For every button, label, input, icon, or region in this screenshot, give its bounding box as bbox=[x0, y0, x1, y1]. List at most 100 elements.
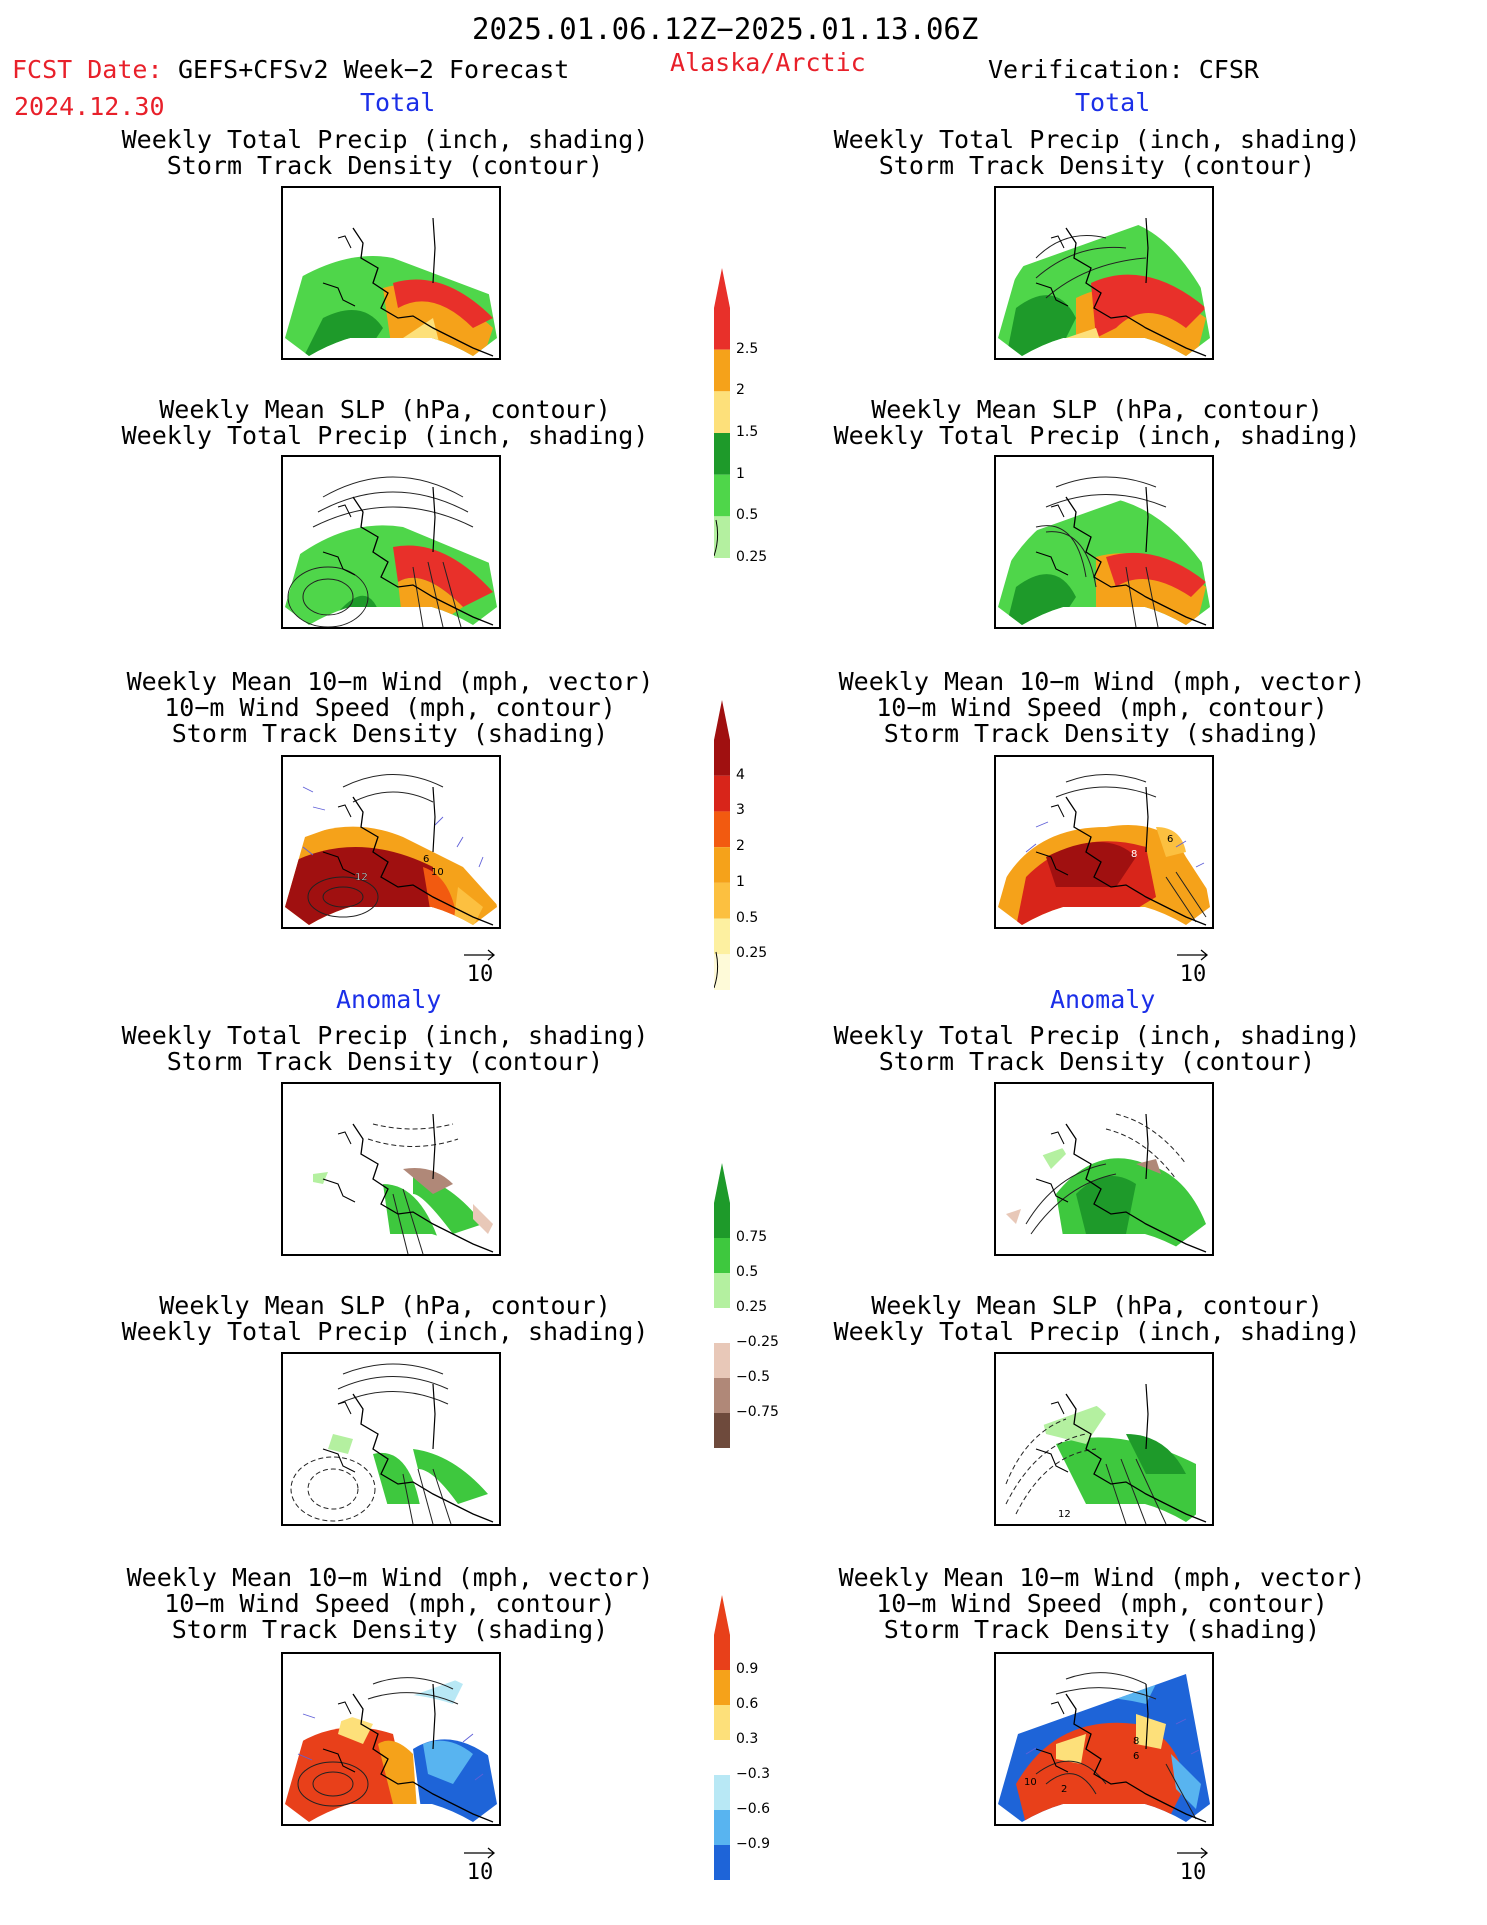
title-line-2: Storm Track Density (contour) bbox=[878, 1047, 1316, 1076]
colorbar-tick-label: 2 bbox=[736, 382, 745, 399]
title-line-2: 10−m Wind Speed (mph, contour) bbox=[876, 1589, 1328, 1618]
verification-label: Verification: CFSR bbox=[988, 55, 1259, 84]
colorbar-segment bbox=[714, 1378, 730, 1413]
colorbar-segment bbox=[714, 847, 730, 883]
colorbar-segment bbox=[714, 1343, 730, 1378]
fcst-label: FCST Date: bbox=[12, 55, 163, 84]
title-verif-wind-total: Weekly Mean 10−m Wind (mph, vector) 10−m… bbox=[839, 669, 1366, 747]
map-fcst-slp-total bbox=[281, 455, 501, 629]
vector-ref-label: 10 bbox=[466, 1860, 494, 1885]
title-line-3: Storm Track Density (shading) bbox=[171, 719, 609, 748]
title-verif-wind-anom: Weekly Mean 10−m Wind (mph, vector) 10−m… bbox=[839, 1565, 1366, 1643]
colorbar-segment bbox=[714, 1238, 730, 1273]
colorbar-tick-label: 0.5 bbox=[736, 507, 759, 524]
forecast-name: GEFS+CFSv2 Week−2 Forecast bbox=[178, 55, 570, 84]
title-line-2: 10−m Wind Speed (mph, contour) bbox=[164, 693, 616, 722]
title-fcst-slp-total: Weekly Mean SLP (hPa, contour) Weekly To… bbox=[122, 397, 649, 449]
contour-label: 10 bbox=[431, 867, 444, 878]
colorbar-segment bbox=[714, 1163, 730, 1238]
title-fcst-precip-anom: Weekly Total Precip (inch, shading) Stor… bbox=[122, 1023, 649, 1075]
title-verif-slp-total: Weekly Mean SLP (hPa, contour) Weekly To… bbox=[834, 397, 1361, 449]
section-total-left: Total bbox=[360, 88, 436, 117]
title-line-1: Weekly Mean SLP (hPa, contour) bbox=[871, 1291, 1323, 1320]
map-fcst-precip-anom bbox=[281, 1082, 501, 1256]
colorbar-tick-label: 3 bbox=[736, 802, 745, 819]
colorbar-segment bbox=[714, 268, 730, 350]
title-line-3: Storm Track Density (shading) bbox=[883, 719, 1321, 748]
vector-ref-verif-total: 10 bbox=[1173, 948, 1213, 987]
title-line-2: Weekly Total Precip (inch, shading) bbox=[833, 421, 1361, 450]
colorbar-segment bbox=[714, 516, 730, 558]
title-verif-precip-total: Weekly Total Precip (inch, shading) Stor… bbox=[834, 127, 1361, 179]
map-verif-slp-anom: 12 bbox=[994, 1352, 1214, 1526]
colorbar-storm-total: 4 3 2 1 0.5 0.25 bbox=[714, 700, 794, 990]
title-line-1: Weekly Mean 10−m Wind (mph, vector) bbox=[126, 667, 654, 696]
title-line-2: Storm Track Density (contour) bbox=[166, 151, 604, 180]
arrow-icon bbox=[1177, 949, 1209, 961]
colorbar-segment bbox=[714, 391, 730, 433]
contour-label: 12 bbox=[355, 872, 368, 883]
map-verif-precip-anom bbox=[994, 1082, 1214, 1256]
colorbar-tick-label: −0.9 bbox=[736, 1836, 770, 1852]
section-anomaly-right: Anomaly bbox=[1050, 985, 1156, 1014]
arrow-icon bbox=[464, 1847, 496, 1859]
colorbar-tick-label: −0.6 bbox=[736, 1801, 770, 1817]
title-line-1: Weekly Mean SLP (hPa, contour) bbox=[871, 395, 1323, 424]
colorbar-tail bbox=[714, 519, 719, 557]
title-line-1: Weekly Total Precip (inch, shading) bbox=[121, 1021, 649, 1050]
vector-ref-fcst-total: 10 bbox=[460, 948, 500, 987]
date-range: 2025.01.06.12Z−2025.01.13.06Z bbox=[472, 12, 979, 46]
colorbar-tick-label: 0.5 bbox=[736, 909, 759, 926]
colorbar-segment bbox=[714, 775, 730, 812]
title-line-1: Weekly Mean 10−m Wind (mph, vector) bbox=[126, 1563, 654, 1592]
map-verif-precip-total bbox=[994, 186, 1214, 360]
colorbar-tick-label: 2.5 bbox=[736, 340, 759, 357]
colorbar-segment bbox=[714, 349, 730, 392]
colorbar-segment bbox=[714, 918, 730, 955]
contour-label: 2 bbox=[1061, 1784, 1067, 1795]
colorbar-tick-label: 4 bbox=[736, 766, 745, 783]
map-fcst-precip-total bbox=[281, 186, 501, 360]
colorbar-tick-label: 0.9 bbox=[736, 1661, 759, 1677]
section-total-right: Total bbox=[1075, 88, 1151, 117]
colorbar-segment bbox=[714, 474, 730, 517]
fcst-date: 2024.12.30 bbox=[14, 92, 165, 121]
colorbar-tick-label: 0.25 bbox=[736, 945, 768, 962]
colorbar-precip-anom: 0.75 0.5 0.25 −0.25 −0.5 −0.75 bbox=[714, 1163, 794, 1448]
colorbar-segment bbox=[714, 1308, 730, 1343]
colorbar-tick-label: 0.25 bbox=[736, 549, 768, 565]
colorbar-tick-label: 0.75 bbox=[736, 1229, 768, 1245]
colorbar-tick-label: −0.5 bbox=[736, 1369, 770, 1385]
colorbar-segment bbox=[714, 954, 730, 990]
colorbar-segment bbox=[714, 1273, 730, 1308]
contour-label: 10 bbox=[1024, 1777, 1037, 1788]
title-line-3: Storm Track Density (shading) bbox=[883, 1615, 1321, 1644]
colorbar-segment bbox=[714, 1740, 730, 1775]
title-fcst-wind-total: Weekly Mean 10−m Wind (mph, vector) 10−m… bbox=[127, 669, 654, 747]
colorbar-segment bbox=[714, 1595, 730, 1670]
contour-label: 6 bbox=[423, 854, 429, 865]
colorbar-tick-label: 1 bbox=[736, 873, 745, 890]
vector-ref-verif-anom: 10 bbox=[1173, 1846, 1213, 1885]
colorbar-tick-label: 1 bbox=[736, 465, 745, 482]
title-verif-slp-anom: Weekly Mean SLP (hPa, contour) Weekly To… bbox=[834, 1293, 1361, 1345]
colorbar-segment bbox=[714, 700, 730, 776]
colorbar-tick-label: 0.6 bbox=[736, 1696, 759, 1712]
contour-label: 6 bbox=[1167, 834, 1173, 845]
title-line-1: Weekly Total Precip (inch, shading) bbox=[121, 125, 649, 154]
colorbar-tick-label: 2 bbox=[736, 838, 745, 855]
contour-label: 12 bbox=[1058, 1509, 1071, 1520]
contour-label: 8 bbox=[1133, 1736, 1139, 1747]
vector-ref-label: 10 bbox=[1179, 962, 1207, 987]
title-line-2: Storm Track Density (contour) bbox=[878, 151, 1316, 180]
map-fcst-wind-total: 12 6 10 bbox=[281, 755, 501, 929]
colorbar-segment bbox=[714, 1845, 730, 1880]
colorbar-storm-anom: 0.9 0.6 0.3 −0.3 −0.6 −0.9 bbox=[714, 1595, 794, 1880]
title-line-1: Weekly Total Precip (inch, shading) bbox=[833, 1021, 1361, 1050]
arrow-icon bbox=[1177, 1847, 1209, 1859]
title-line-1: Weekly Mean SLP (hPa, contour) bbox=[159, 1291, 611, 1320]
vector-ref-fcst-anom: 10 bbox=[460, 1846, 500, 1885]
colorbar-precip-total: 2.5 2 1.5 1 0.5 0.25 bbox=[714, 268, 794, 565]
colorbar-segment bbox=[714, 1413, 730, 1448]
title-line-2: 10−m Wind Speed (mph, contour) bbox=[164, 1589, 616, 1618]
